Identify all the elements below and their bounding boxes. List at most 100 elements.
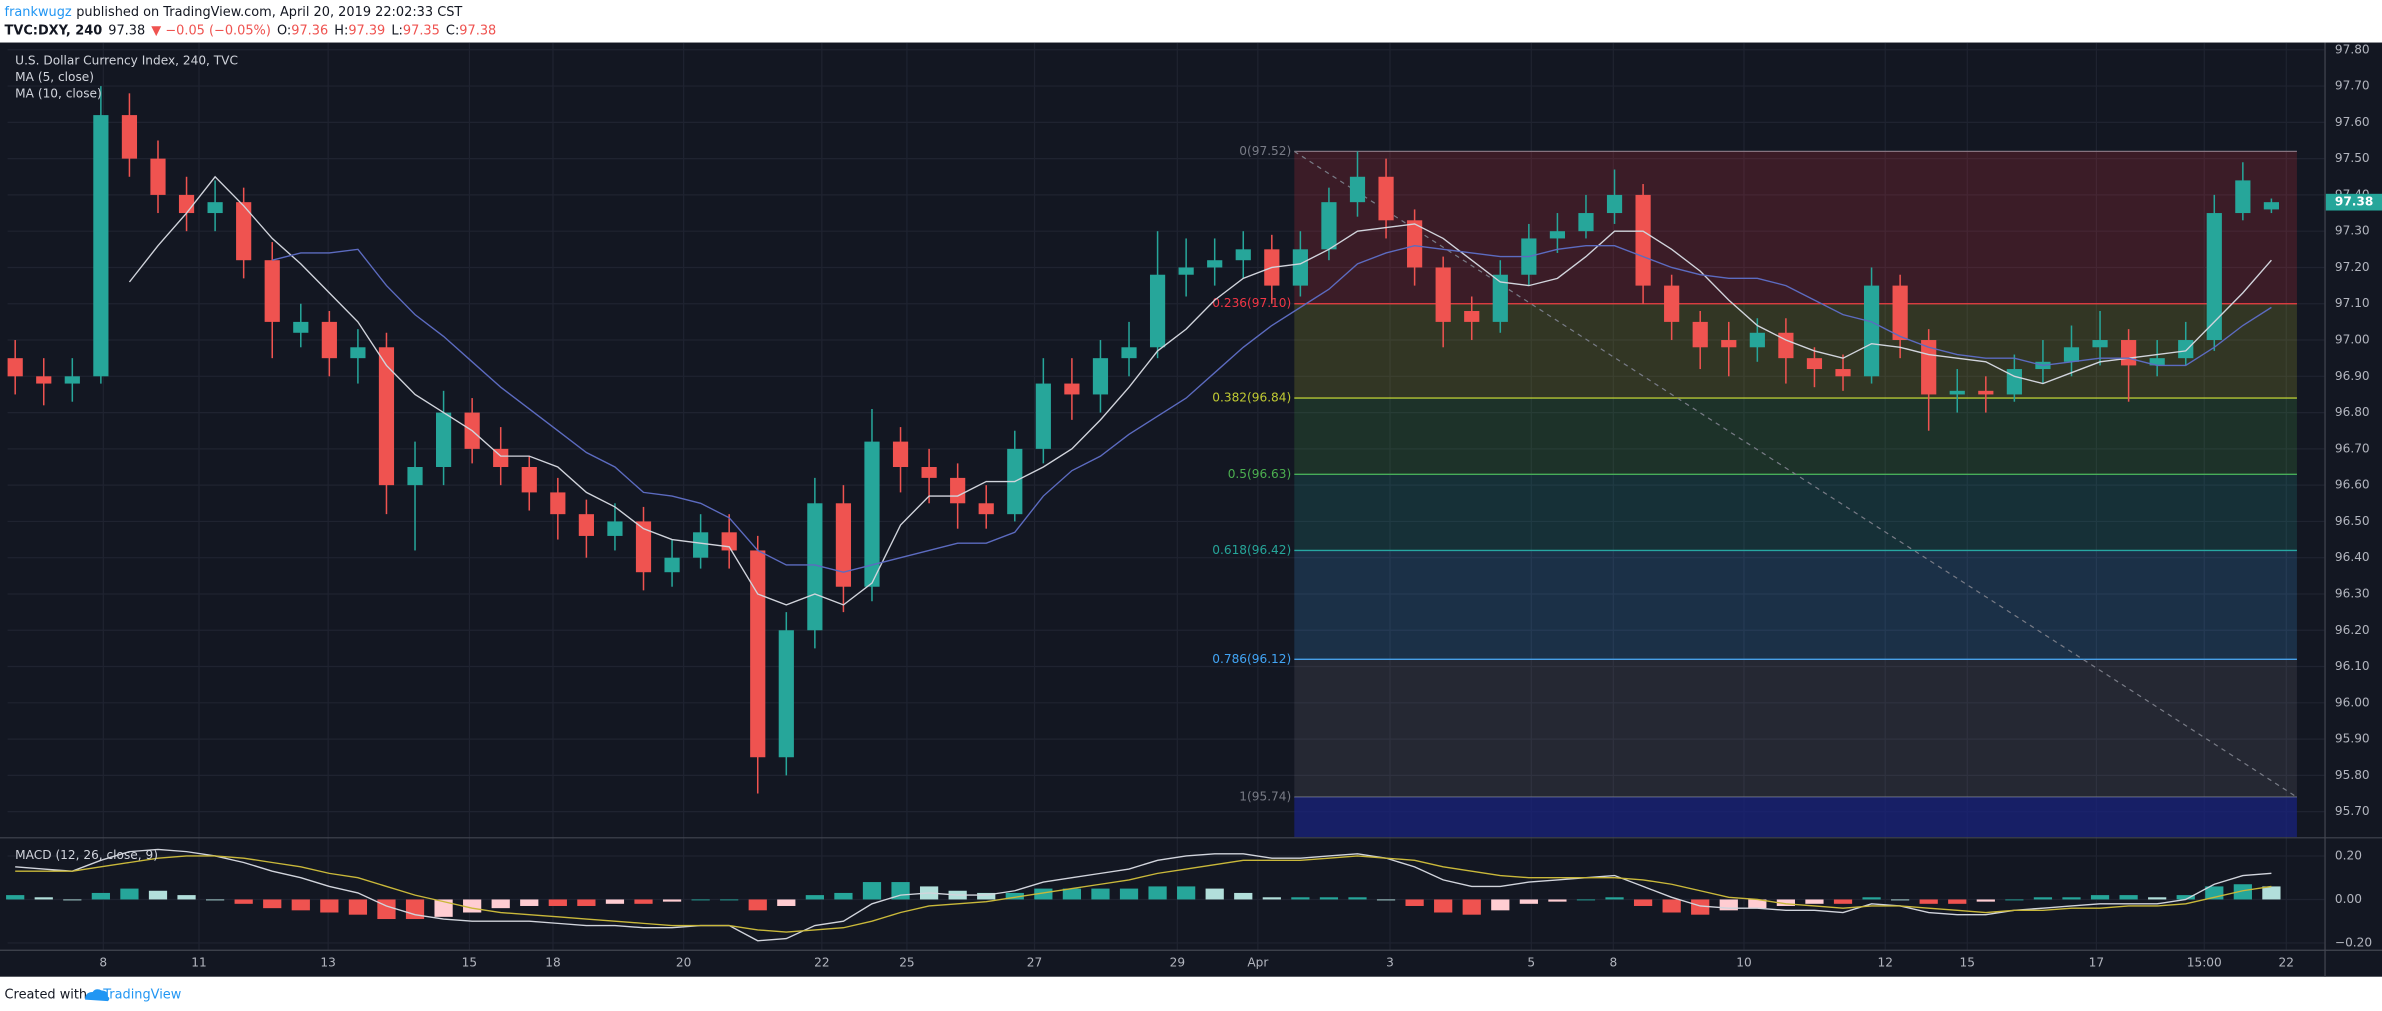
histogram-bar	[1833, 899, 1853, 904]
candle-body	[578, 514, 594, 536]
candle-body	[236, 202, 252, 261]
y-tick-label: 97.30	[2335, 224, 2370, 238]
fib-zone	[1294, 151, 2297, 304]
y-tick-label: 97.10	[2335, 296, 2370, 310]
x-tick-label: 22	[2279, 956, 2294, 970]
x-tick-label: 17	[2089, 956, 2104, 970]
ohlc-value: 97.39	[348, 23, 385, 38]
y-tick-label: 95.80	[2335, 768, 2370, 782]
histogram-bar	[1548, 899, 1567, 902]
y-tick-label: 96.80	[2335, 405, 2370, 419]
x-tick-label: 15	[1960, 956, 1975, 970]
symbol: TVC:DXY, 240	[5, 23, 103, 38]
ma-line	[128, 175, 2272, 606]
x-tick-label: 27	[1027, 956, 1042, 970]
candle-body	[693, 532, 709, 558]
histogram-bar	[1177, 886, 1196, 900]
candle-body	[1806, 358, 1823, 370]
histogram-bar	[120, 888, 139, 900]
candle-body	[93, 115, 109, 377]
histogram-bar	[977, 892, 996, 900]
y-tick-label: 97.20	[2335, 260, 2370, 274]
y-tick-label: −0.20	[2335, 935, 2372, 949]
histogram-bar	[520, 899, 539, 906]
price-tag-label: 97.38	[2335, 195, 2373, 209]
histogram-bar	[2176, 895, 2195, 900]
histogram-bar	[1434, 899, 1453, 913]
histogram-bar	[1262, 897, 1281, 900]
candle-body	[321, 321, 337, 359]
candle-body	[1035, 383, 1051, 449]
y-tick-label: 97.00	[2335, 333, 2370, 347]
candle-body	[2149, 358, 2165, 366]
candle-body	[1064, 383, 1080, 395]
histogram-bar	[1348, 897, 1367, 900]
candle-body	[1778, 332, 1794, 359]
histogram-bar	[1605, 897, 1624, 900]
ohlc-value: 97.35	[403, 23, 440, 38]
histogram-bar	[1948, 899, 1967, 904]
candle-body	[1464, 311, 1480, 322]
histogram-bar	[2262, 886, 2281, 900]
histogram-bar	[1891, 899, 1910, 901]
candle-body	[1892, 285, 1908, 341]
histogram-bar	[405, 899, 425, 920]
candle-body	[1721, 340, 1737, 348]
published: published on TradingView.com, April 20, …	[76, 5, 462, 20]
author[interactable]: frankwugz	[5, 5, 72, 20]
fib-level-label: 0.786(96.12)	[1212, 652, 1291, 666]
x-tick-label: 20	[676, 956, 691, 970]
last-price: 97.38	[108, 23, 145, 38]
candle-body	[1606, 194, 1623, 214]
plot-layer: 8 11 13 15 18 20 22 25 27 29 Apr 3 5 8 10 12 15 17 15:00 22…	[6, 42, 2382, 970]
x-tick-label: 25	[899, 956, 914, 970]
fib-level-label: 0.618(96.42)	[1212, 543, 1291, 557]
histogram-bar	[1005, 892, 1024, 900]
candle-body	[264, 260, 280, 322]
histogram-bar	[1719, 899, 1738, 911]
ohlc-label: O:	[277, 23, 291, 38]
candle-body	[1321, 202, 1337, 250]
candle-body	[750, 550, 766, 758]
histogram-bar	[91, 892, 110, 900]
histogram-bar	[691, 899, 710, 901]
candle-body	[121, 115, 138, 159]
ohlc-value: 97.38	[459, 23, 496, 38]
brand-link[interactable]: TradingView	[102, 988, 181, 1003]
candle-body	[2263, 202, 2280, 210]
y-tick-label: 96.70	[2335, 441, 2370, 455]
histogram-bar	[1976, 899, 1995, 902]
candle-body	[7, 358, 23, 377]
candle-body	[1235, 249, 1251, 261]
histogram-bar	[1576, 899, 1596, 901]
histogram-bar	[1748, 899, 1767, 909]
histogram-bar	[777, 899, 796, 906]
y-tick-label: 96.30	[2335, 586, 2370, 600]
candle-body	[435, 412, 452, 468]
header-band	[0, 0, 2382, 43]
histogram-bar	[63, 899, 82, 901]
candle-body	[1978, 390, 1994, 395]
ohlc-label: C:	[446, 23, 459, 38]
fib-zone	[1294, 550, 2297, 660]
histogram-bar	[463, 899, 482, 913]
footer-text: Created with	[5, 988, 88, 1003]
price-tag	[2325, 193, 2382, 211]
x-tick-label: 12	[1878, 956, 1893, 970]
candle-body	[1292, 249, 1308, 286]
candle-body	[1378, 176, 1394, 221]
y-tick-label: 0.00	[2335, 892, 2362, 906]
histogram-bar	[634, 899, 653, 904]
candle-body	[1635, 194, 1651, 286]
histogram-bar	[1805, 899, 1824, 904]
histogram-bar	[2005, 899, 2024, 901]
y-tick-label: 97.50	[2335, 151, 2370, 165]
candle-body	[921, 467, 937, 478]
histogram-bar	[491, 899, 510, 909]
header-line-2: TVC:DXY, 240 97.38 ▼ −0.05 (−0.05%) O:97.36…	[5, 23, 497, 38]
candle-body	[2235, 180, 2251, 214]
histogram-bar	[1119, 888, 1139, 900]
candle-body	[2121, 340, 2137, 366]
